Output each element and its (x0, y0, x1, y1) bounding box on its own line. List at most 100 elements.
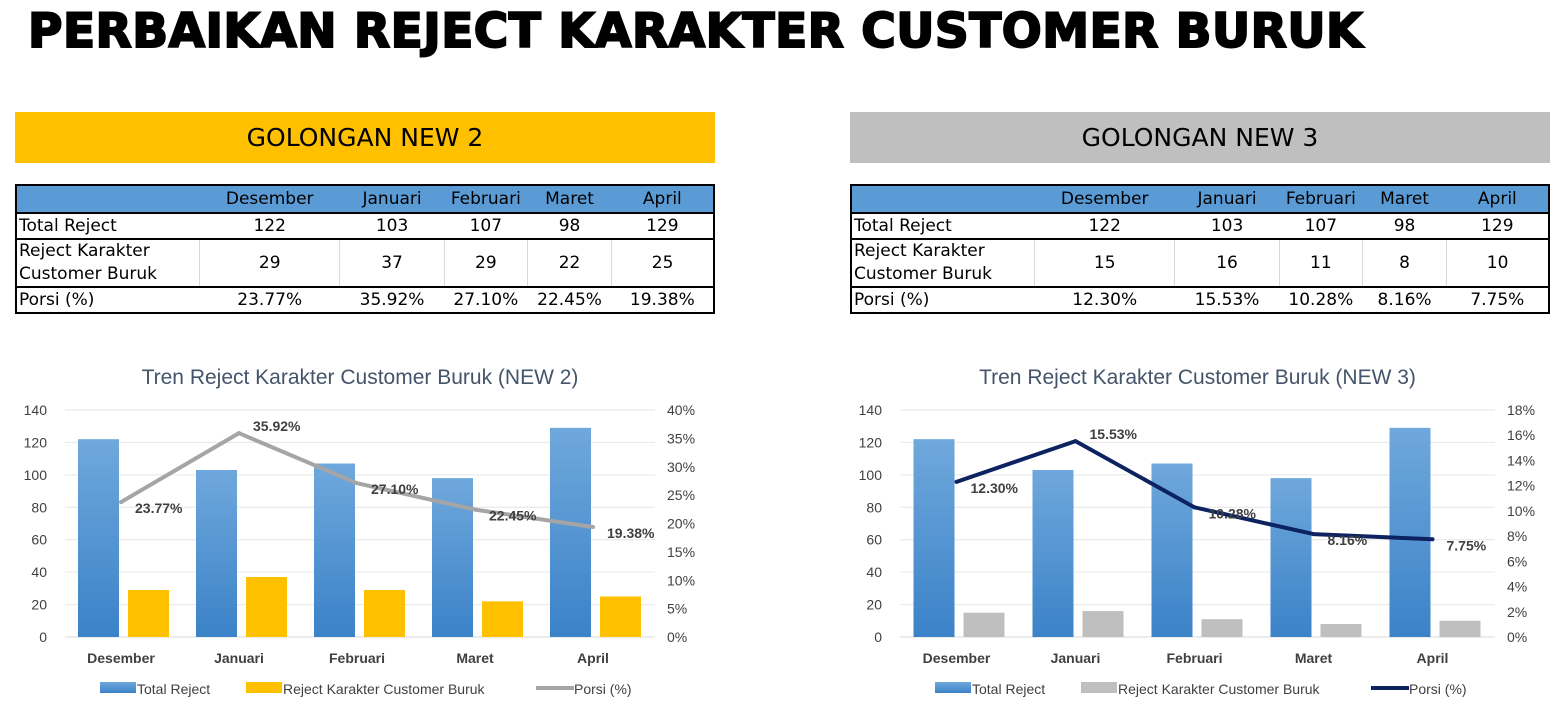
table-cell: 23.77% (199, 287, 340, 314)
banner-golongan-new-2: GOLONGAN NEW 2 (15, 112, 715, 163)
table-cell: 19.38% (611, 287, 714, 314)
bar-reject-karakter (246, 577, 287, 637)
bar-total-reject (1389, 427, 1431, 637)
table-new-3: Desember Januari Februari Maret April To… (850, 184, 1550, 314)
data-label-porsi: 15.53% (1090, 426, 1138, 442)
chart-title: Tren Reject Karakter Customer Buruk (NEW… (142, 366, 579, 389)
bar-reject-karakter (482, 601, 523, 637)
y-tick-label: 20 (31, 597, 47, 613)
y2-tick-label: 14% (1507, 452, 1535, 468)
bar-total-reject (1151, 463, 1193, 637)
x-tick-label: Januari (214, 650, 264, 666)
y2-tick-label: 12% (1507, 478, 1535, 494)
data-label-porsi: 22.45% (489, 508, 537, 524)
bar-total-reject (314, 463, 355, 637)
table-cell: 8 (1361, 238, 1447, 288)
table-cell: 29 (199, 238, 340, 288)
table-cell: 122 (1088, 216, 1121, 236)
panel-new-3: GOLONGAN NEW 3 Desember Januari Februari… (850, 112, 1550, 314)
data-label-porsi: 8.16% (1328, 532, 1368, 548)
y2-tick-label: 35% (667, 430, 695, 446)
table-cell: 37 (339, 238, 445, 288)
x-tick-label: Februari (1166, 650, 1222, 666)
table-cell: 35.92% (339, 287, 445, 314)
y2-tick-label: 20% (667, 516, 695, 532)
table-header-month: Maret (527, 184, 612, 214)
y-tick-label: 120 (859, 434, 883, 450)
point-porsi (1192, 505, 1197, 510)
table-cell: 22 (526, 238, 612, 288)
line-porsi (955, 439, 1433, 542)
y-tick-label: 60 (866, 532, 882, 548)
x-tick-label: April (1417, 650, 1449, 666)
table-header-month: Februari (1279, 184, 1363, 214)
y2-tick-label: 2% (1507, 604, 1527, 620)
y2-tick-label: 30% (667, 459, 695, 475)
y-tick-label: 0 (874, 629, 882, 645)
bar-reject-karakter (600, 596, 641, 637)
table-cell: 22.45% (527, 287, 612, 314)
table-cell: 103 (1210, 216, 1244, 236)
row-label: Total Reject (19, 215, 117, 236)
chart-title: Tren Reject Karakter Customer Buruk (NEW… (979, 366, 1416, 389)
y-tick-label: 140 (24, 402, 48, 418)
point-porsi (591, 525, 595, 530)
y2-tick-label: 40% (667, 402, 695, 418)
bar-total-reject (196, 469, 237, 637)
y-tick-label: 100 (24, 467, 48, 483)
y-tick-label: 100 (859, 467, 883, 483)
table-cell: 12.30% (1034, 287, 1175, 314)
data-label-porsi: 35.92% (253, 418, 301, 434)
table-header-month: Januari (1174, 184, 1280, 214)
table-cell: 16 (1174, 238, 1280, 288)
y2-tick-label: 10% (1507, 503, 1535, 519)
legend-label: Porsi (%) (574, 681, 632, 697)
point-porsi (237, 431, 241, 436)
y-tick-label: 60 (31, 532, 47, 548)
table-header-blank (851, 184, 1035, 214)
y-tick-label: 80 (31, 499, 47, 515)
table-header-blank (16, 184, 200, 214)
y-tick-label: 120 (24, 434, 48, 450)
table-cell: 25 (611, 238, 714, 288)
legend-label: Reject Karakter Customer Buruk (1118, 681, 1321, 697)
table-cell: 7.75% (1446, 287, 1549, 314)
data-label-porsi: 23.77% (135, 500, 183, 516)
y-tick-label: 80 (866, 499, 882, 515)
row-label: Reject Karakter Customer Buruk (851, 238, 1035, 288)
legend-swatch-reject-karakter (246, 682, 282, 693)
page-title: PERBAIKAN REJECT KARAKTER CUSTOMER BURUK (27, 3, 1363, 60)
table-cell: 10 (1446, 238, 1549, 288)
table-cell: 10.28% (1279, 287, 1363, 314)
legend-label: Total Reject (137, 681, 210, 697)
bar-reject-karakter (128, 589, 169, 637)
table-cell: 103 (375, 216, 409, 236)
x-tick-label: April (577, 650, 609, 666)
table-row-reject-karakter: Reject Karakter Customer Buruk 29 37 29 … (16, 238, 714, 288)
table-cell: 107 (469, 216, 503, 236)
y2-tick-label: 0% (1507, 629, 1527, 645)
banner-golongan-new-3: GOLONGAN NEW 3 (850, 112, 1550, 163)
table-cell: 27.10% (444, 287, 528, 314)
chart-new-2: Tren Reject Karakter Customer Buruk (NEW… (24, 366, 695, 697)
x-tick-label: Februari (329, 650, 385, 666)
table-cell: 98 (558, 216, 581, 236)
point-porsi (1073, 439, 1078, 444)
y2-tick-label: 10% (667, 572, 695, 588)
point-porsi (119, 500, 123, 505)
table-cell: 98 (1393, 216, 1416, 236)
y-tick-label: 0 (39, 629, 47, 645)
table-cell: 129 (1481, 216, 1514, 236)
x-tick-label: Desember (87, 650, 155, 666)
data-label-porsi: 10.28% (1209, 505, 1257, 521)
table-cell: 15.53% (1174, 287, 1280, 314)
legend-label: Reject Karakter Customer Buruk (283, 681, 486, 697)
data-label-porsi: 19.38% (607, 525, 655, 541)
table-cell: 129 (646, 216, 679, 236)
table-row-reject-karakter: Reject Karakter Customer Buruk 15 16 11 … (851, 238, 1549, 288)
table-header-row: Desember Januari Februari Maret April (851, 184, 1549, 214)
table-header-month: Desember (1034, 184, 1175, 214)
table-row-total-reject: Total Reject 122 103 107 98 129 (851, 213, 1549, 239)
point-porsi (355, 481, 359, 486)
y2-tick-label: 0% (667, 629, 687, 645)
